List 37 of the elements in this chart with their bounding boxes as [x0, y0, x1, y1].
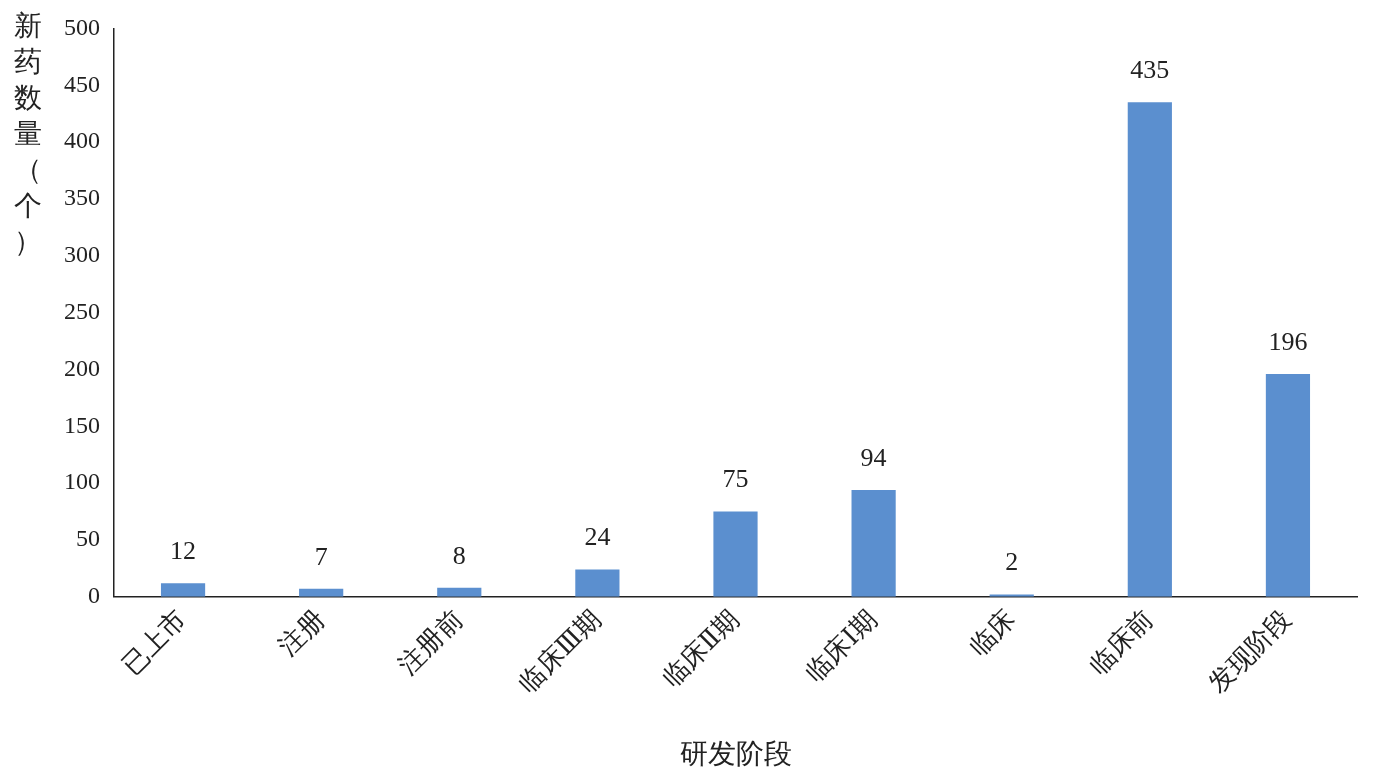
bar: [713, 511, 758, 597]
y-tick-label: 500: [64, 13, 100, 40]
x-tick-label: 已上市: [116, 604, 193, 681]
bar: [851, 489, 896, 597]
y-tick-label: 300: [64, 241, 100, 268]
bar: [1127, 102, 1172, 597]
y-tick-label: 250: [64, 297, 100, 324]
data-label: 7: [314, 541, 328, 571]
x-tick-label: 注册前: [392, 604, 469, 681]
x-tick-label: 注册: [272, 604, 331, 662]
bar: [1265, 373, 1311, 597]
bar: [160, 583, 206, 597]
data-label: 196: [1268, 326, 1308, 356]
y-tick-label: 100: [64, 468, 100, 495]
x-tick-label: 临床Ⅲ期: [513, 604, 607, 698]
data-label: 12: [170, 535, 197, 565]
y-tick-label: 350: [64, 184, 100, 211]
data-label: 24: [584, 522, 611, 552]
data-label: 94: [860, 442, 887, 472]
data-label: 8: [452, 540, 466, 570]
x-tick-label: 临床Ⅱ期: [656, 604, 745, 693]
y-tick-label: 200: [64, 354, 100, 381]
y-tick-label: 0: [88, 582, 100, 609]
data-label: 2: [1005, 547, 1019, 577]
data-label: 75: [722, 464, 749, 494]
y-tick-label: 50: [76, 525, 100, 552]
y-axis-title: 新药数量（个）: [13, 9, 43, 259]
y-tick-label: 400: [64, 127, 100, 154]
bar: [575, 569, 620, 597]
data-label: 435: [1130, 55, 1170, 85]
x-tick-label: 临床Ⅰ期: [799, 604, 883, 688]
x-tick-label: 发现阶段: [1202, 604, 1298, 699]
y-tick-label: 450: [64, 70, 100, 97]
x-tick-label: 临床前: [1083, 604, 1159, 681]
y-tick-label: 150: [64, 411, 100, 438]
x-axis-title: 研发阶段: [679, 737, 792, 769]
x-tick-label: 临床: [963, 604, 1021, 662]
